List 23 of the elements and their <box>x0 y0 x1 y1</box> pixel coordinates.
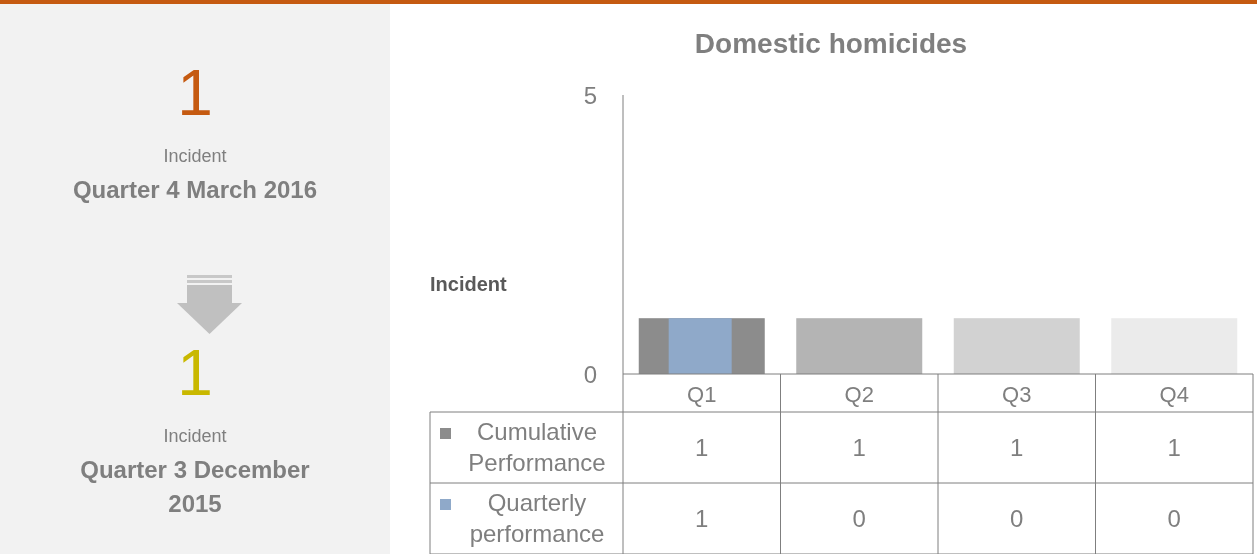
data-label: 1 <box>1010 434 1024 461</box>
text: 1 <box>177 337 213 409</box>
y-tick-label: 5 <box>583 82 597 109</box>
text: Quarter 4 March 2016 <box>72 176 318 203</box>
legend-label: Quarterly performance <box>469 489 605 547</box>
text: Quarter 3 December 2015 <box>80 456 310 517</box>
x-tick-label: Q4 <box>1159 382 1189 407</box>
x-tick-label: Q2 <box>844 382 874 407</box>
text: Incident <box>163 146 227 166</box>
data-label: 0 <box>1010 505 1024 532</box>
y-axis-title: Incident <box>430 273 508 295</box>
data-label: 1 <box>695 505 709 532</box>
x-tick-label: Q3 <box>1002 382 1032 407</box>
text: 1 <box>177 57 213 129</box>
text: Incident <box>163 426 227 446</box>
data-label: 1 <box>695 434 709 461</box>
chart-title: Domestic homicides <box>694 28 968 59</box>
legend-label: Cumulative Performance <box>468 418 606 476</box>
data-label: 1 <box>852 434 866 461</box>
x-tick-label: Q1 <box>687 382 717 407</box>
data-label: 0 <box>852 505 866 532</box>
data-label: 1 <box>1167 434 1181 461</box>
data-label: 0 <box>1167 505 1181 532</box>
